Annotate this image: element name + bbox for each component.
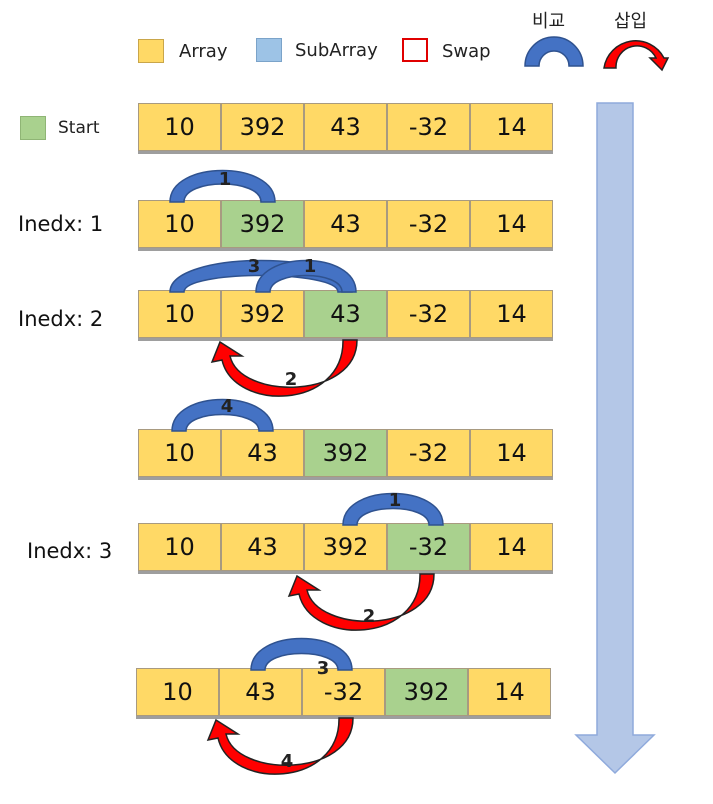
array-cell: 14	[470, 200, 553, 248]
legend-array-label: Array	[179, 41, 228, 62]
array-cell: 14	[470, 290, 553, 338]
array-cell: 10	[136, 668, 219, 716]
array-cell: 10	[138, 523, 221, 571]
array-cell: -32	[387, 429, 470, 477]
step-number: 4	[220, 396, 234, 417]
row-shadow	[138, 477, 553, 480]
array-cell: 14	[470, 429, 553, 477]
array-cell: 10	[138, 429, 221, 477]
legend-subarray-label: SubArray	[295, 40, 378, 61]
step-number: 3	[247, 256, 261, 277]
array-cell: 392	[221, 290, 304, 338]
array-cell: 14	[470, 103, 553, 151]
legend-subarray-swatch	[256, 38, 282, 62]
row-shadow	[138, 571, 553, 574]
legend-start-swatch	[20, 116, 46, 140]
array-cell-sorted: 392	[221, 200, 304, 248]
compare-arc-icon	[524, 36, 584, 67]
step-number: 2	[362, 606, 376, 627]
step-number: 1	[388, 490, 402, 511]
array-cell: -32	[387, 290, 470, 338]
legend-insert-label: 삽입	[614, 11, 648, 32]
legend-swap-swatch	[402, 38, 428, 62]
legend-swap-label: Swap	[442, 41, 491, 62]
array-cell: 10	[138, 200, 221, 248]
array-cell: 43	[304, 103, 387, 151]
array-cell-sorted: 392	[385, 668, 468, 716]
step-number: 1	[218, 169, 232, 190]
step-number: 3	[316, 658, 330, 679]
row-label-index-1: Inedx: 1	[18, 212, 104, 236]
step-number: 1	[303, 256, 317, 277]
array-cell: 14	[468, 668, 551, 716]
row-shadow	[138, 151, 553, 154]
legend-array-swatch	[138, 39, 164, 63]
legend-start-label: Start	[58, 118, 100, 138]
row-shadow	[138, 248, 553, 251]
array-cell: -32	[302, 668, 385, 716]
legend-compare-label: 비교	[532, 11, 566, 32]
array-cell: -32	[387, 103, 470, 151]
step-number: 4	[280, 751, 294, 772]
array-cell: 14	[470, 523, 553, 571]
insert-arrow-icon	[603, 40, 670, 72]
array-cell-sorted: 43	[304, 290, 387, 338]
insert-arrow	[210, 339, 358, 397]
compare-arc	[169, 169, 276, 203]
compare-arc	[342, 492, 444, 526]
row-label-index-3: Inedx: 3	[27, 539, 113, 563]
array-cell: 392	[304, 523, 387, 571]
array-cell: -32	[387, 200, 470, 248]
row-label-index-2: Inedx: 2	[18, 307, 104, 331]
compare-arc	[171, 398, 274, 432]
step-number: 2	[284, 369, 298, 390]
compare-arc	[255, 259, 357, 293]
array-cell: 43	[219, 668, 302, 716]
array-cell: 392	[221, 103, 304, 151]
flow-arrow-shape	[574, 102, 656, 775]
array-cell-sorted: 392	[304, 429, 387, 477]
insert-arrow	[206, 717, 354, 775]
array-cell: 43	[304, 200, 387, 248]
array-cell: 10	[138, 103, 221, 151]
insert-arrow	[287, 573, 435, 631]
compare-arc	[250, 637, 353, 671]
array-cell: 43	[221, 523, 304, 571]
array-cell: 10	[138, 290, 221, 338]
